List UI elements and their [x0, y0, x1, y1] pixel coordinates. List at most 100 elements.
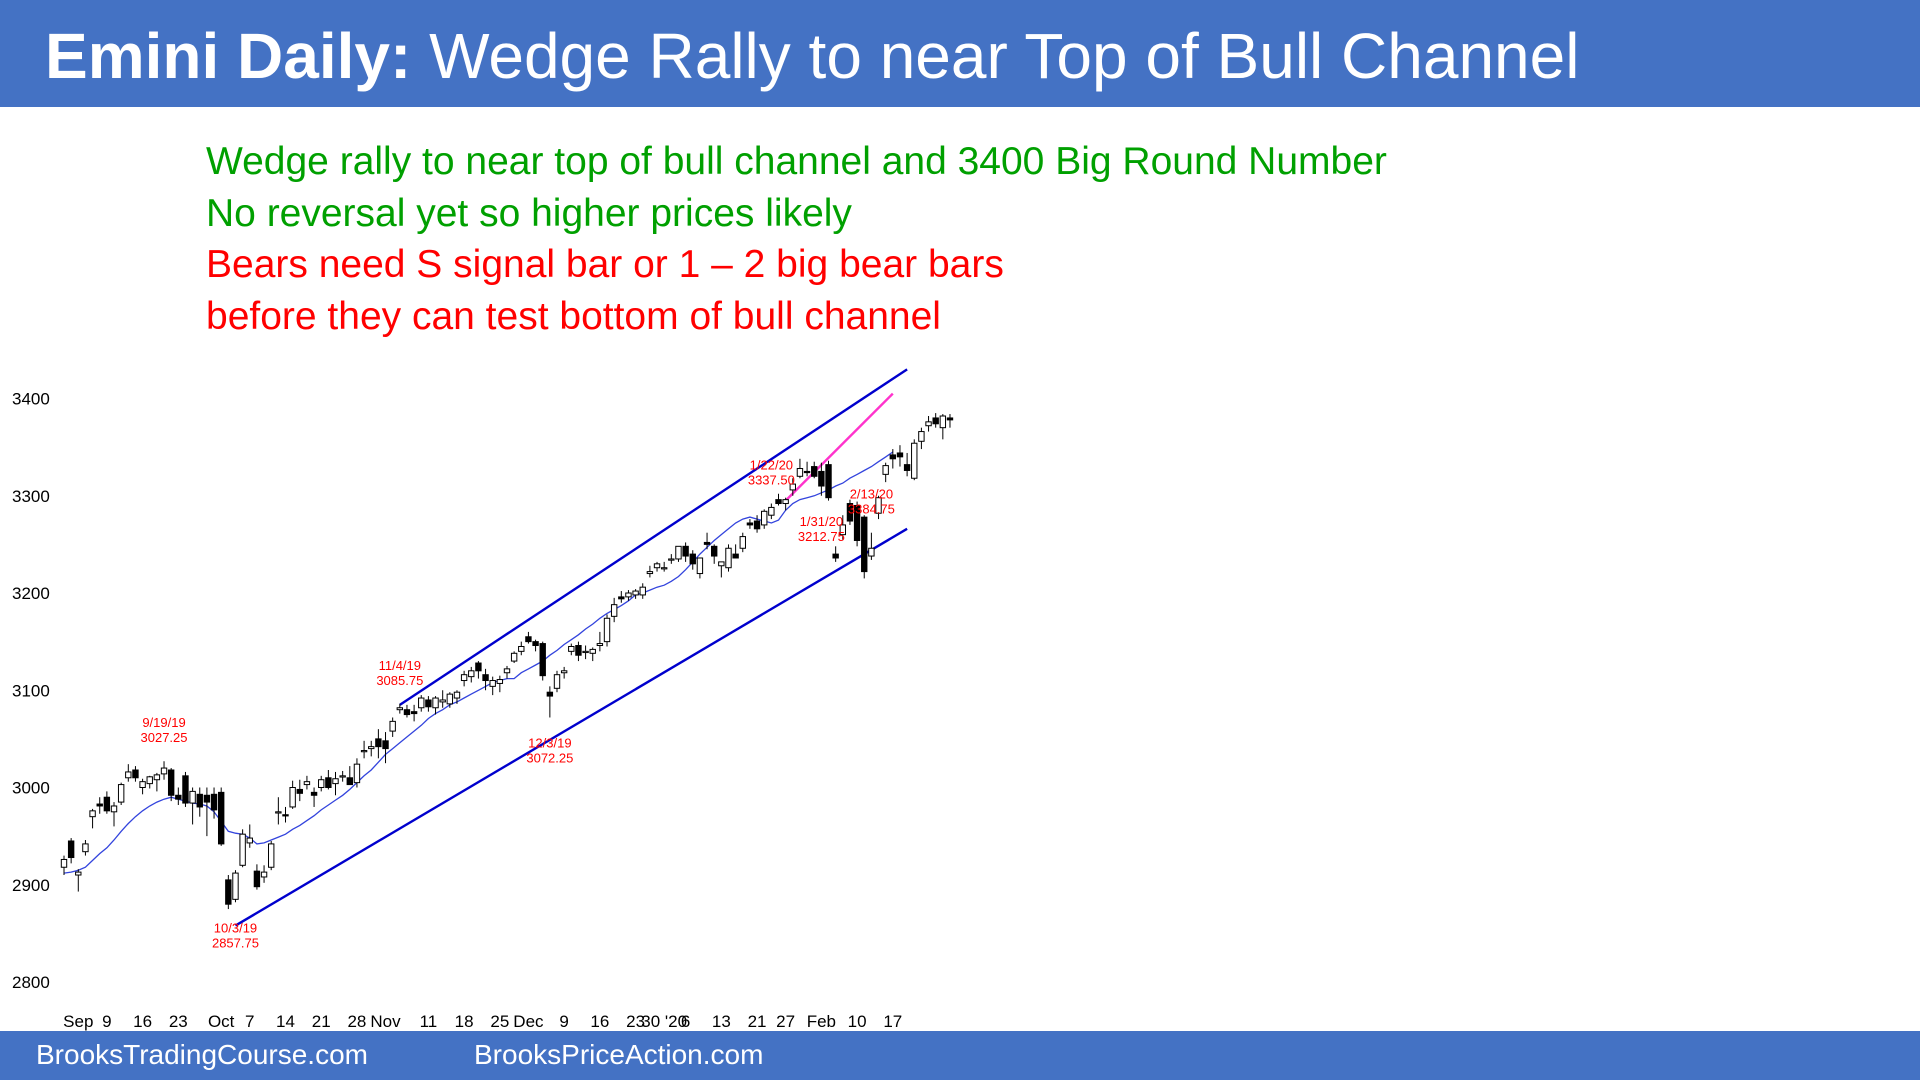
bear-candle [932, 417, 939, 425]
annotation-price: 3337.50 [748, 473, 795, 488]
bull-candle [139, 781, 146, 788]
x-tick-label: 9 [102, 1012, 111, 1031]
x-tick-label: 21 [748, 1012, 767, 1031]
bull-candle [275, 811, 282, 814]
annotation-price: 3212.75 [798, 529, 845, 544]
bull-candle [82, 843, 89, 853]
bull-candle [768, 506, 775, 516]
bear-candle [689, 553, 696, 565]
y-tick-label: 3200 [12, 584, 50, 603]
candlestick-chart: 2800 2900 3000 3100 3200 3300 3400 Sep 9 16 23 Oct 7… [12, 368, 954, 1031]
x-tick-label: Oct [208, 1012, 235, 1031]
bear-candle [425, 699, 432, 708]
annotation-price: 3027.25 [141, 730, 188, 745]
bull-candle [660, 567, 668, 570]
bull-candle [603, 617, 611, 643]
y-tick-label: 3400 [12, 390, 50, 409]
x-tick-label: 6 [681, 1012, 690, 1031]
bull-candle [160, 767, 168, 775]
bull-candle [739, 536, 746, 549]
bear-candle [753, 520, 761, 530]
bull-candle [632, 590, 639, 596]
y-tick-label: 2800 [12, 973, 50, 992]
bull-candle [596, 643, 604, 647]
bear-candle [210, 793, 218, 811]
bull-candle [761, 510, 768, 526]
bear-candle [410, 711, 418, 715]
bear-candle [846, 503, 854, 522]
channel-line [399, 368, 908, 706]
annotation-price: 3085.75 [376, 673, 423, 688]
bear-candle [618, 596, 625, 600]
bear-candle [67, 840, 75, 859]
note-line-4: before they can test bottom of bull chan… [206, 294, 941, 338]
y-tick-label: 3100 [12, 681, 50, 700]
bull-candle [510, 652, 518, 662]
bear-candle [175, 794, 182, 800]
x-tick-label: 25 [490, 1012, 509, 1031]
bear-candle [310, 791, 318, 796]
annotation-date: 12/3/19 [528, 735, 571, 750]
bear-candle [575, 645, 582, 656]
x-tick-label: Nov [370, 1012, 401, 1031]
bull-candle [396, 707, 404, 711]
bear-candle [546, 691, 554, 697]
bear-candle [132, 769, 139, 779]
page-title-rest: Wedge Rally to near Top of Bull Channel [411, 20, 1580, 92]
x-tick-label: 11 [420, 1012, 438, 1031]
bull-candle [246, 837, 253, 844]
footer-link-trading-course[interactable]: BrooksTradingCourse.com [36, 1039, 368, 1070]
bull-candle [453, 691, 461, 699]
bear-candle [825, 464, 832, 499]
x-tick-label: 30 '20 [641, 1012, 687, 1031]
bear-candle [196, 793, 203, 808]
bear-candle [203, 794, 211, 803]
bull-candle [796, 468, 804, 477]
bear-candle [703, 541, 711, 545]
x-tick-label: 9 [559, 1012, 568, 1031]
bull-candle [146, 776, 153, 785]
footer-bar: BrooksTradingCourse.com BrooksPriceActio… [0, 1031, 1920, 1080]
bull-candle [339, 775, 346, 778]
bull-candle [353, 763, 361, 784]
x-tick-label: 16 [590, 1012, 609, 1031]
bull-candle [639, 586, 646, 596]
bull-candle [489, 680, 496, 687]
bull-candle [560, 670, 568, 674]
wedge-line [784, 392, 894, 502]
bull-candle [389, 720, 396, 732]
bull-candle [239, 833, 246, 866]
bear-candle [832, 553, 839, 559]
x-tick-label: 7 [245, 1012, 254, 1031]
x-tick-label: 23 [626, 1012, 645, 1031]
bear-candle [946, 417, 954, 421]
bull-candle [460, 674, 468, 682]
annotation-date: 10/3/19 [214, 920, 257, 935]
bull-candle [668, 558, 675, 561]
x-tick-label: 10 [848, 1012, 867, 1031]
bull-candle [75, 871, 82, 876]
x-tick-label: 28 [347, 1012, 366, 1031]
bull-candle [368, 746, 375, 750]
bear-candle [710, 545, 718, 557]
bull-candle [625, 592, 632, 598]
footer-link-price-action[interactable]: BrooksPriceAction.com [474, 1039, 764, 1070]
bear-candle [539, 643, 546, 677]
bull-candle [725, 547, 732, 569]
page-title: Emini Daily: Wedge Rally to near Top of … [45, 18, 1579, 94]
x-tick-label: Feb [807, 1012, 836, 1031]
annotation-date: 11/4/19 [379, 658, 421, 673]
bear-candle [811, 466, 818, 477]
bull-candle [789, 483, 796, 491]
bull-candle [696, 557, 704, 575]
bear-candle [296, 788, 303, 794]
x-tick-label: Dec [513, 1012, 544, 1031]
bull-candle [439, 699, 446, 703]
bear-candle [682, 545, 689, 557]
bear-candle [182, 775, 189, 804]
bull-candle [60, 858, 68, 868]
bull-candle [675, 545, 682, 560]
bull-candle [553, 674, 561, 689]
bear-candle [325, 777, 332, 789]
bull-candle [189, 790, 196, 804]
